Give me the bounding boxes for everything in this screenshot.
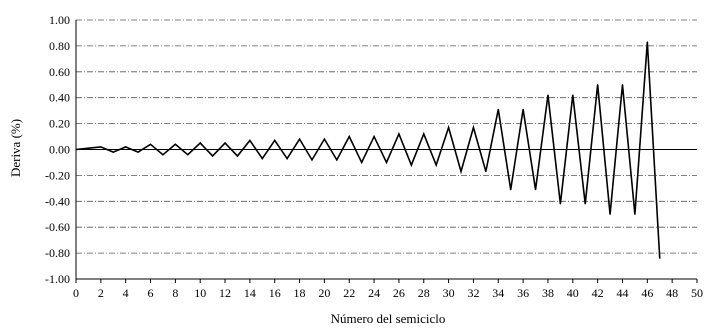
data-point: [311, 159, 313, 161]
data-point: [298, 138, 301, 140]
data-point: [460, 170, 462, 173]
y-tick-label: 0.00: [49, 143, 70, 157]
x-tick-label: 24: [368, 286, 380, 300]
data-point: [609, 213, 611, 215]
data-point: [621, 84, 624, 86]
x-tick-label: 10: [194, 286, 206, 300]
data-point: [174, 143, 176, 145]
data-point: [522, 108, 524, 110]
data-point: [547, 94, 549, 96]
data-point: [497, 108, 499, 110]
data-point: [448, 126, 450, 129]
data-point: [385, 161, 388, 164]
x-tick-label: 12: [219, 286, 231, 300]
data-point: [597, 84, 599, 86]
data-point: [336, 159, 338, 161]
data-point: [187, 154, 189, 156]
x-tick-label: 44: [616, 286, 628, 300]
data-point: [410, 164, 412, 166]
x-tick-label: 48: [666, 286, 678, 300]
x-tick-label: 16: [269, 286, 281, 300]
x-tick-label: 40: [567, 286, 579, 300]
data-point: [348, 135, 350, 138]
x-tick-label: 0: [73, 286, 79, 300]
x-tick-label: 26: [393, 286, 405, 300]
data-point: [100, 146, 102, 148]
y-tick-label: -0.60: [45, 220, 70, 234]
y-tick-label: 0.80: [49, 39, 70, 53]
data-point: [112, 151, 114, 153]
data-point: [423, 133, 425, 135]
data-point: [323, 138, 325, 140]
data-point: [485, 170, 487, 173]
axes: [75, 20, 698, 283]
data-point: [87, 147, 90, 149]
x-tick-label: 50: [691, 286, 703, 300]
data-point: [559, 203, 561, 205]
data-point: [572, 94, 574, 96]
x-tick-label: 14: [244, 286, 256, 300]
x-tick-label: 2: [98, 286, 104, 300]
data-point: [137, 151, 139, 153]
x-tick-label: 4: [123, 286, 129, 300]
x-tick-label: 34: [492, 286, 504, 300]
y-tick-label: 0.60: [49, 65, 70, 79]
x-tick-label: 28: [418, 286, 430, 300]
y-tick-label: 1.00: [49, 13, 70, 27]
y-tick-label: -0.20: [45, 168, 70, 182]
x-tick-label: 36: [517, 286, 529, 300]
data-point: [534, 189, 537, 191]
data-point: [472, 126, 475, 129]
data-point: [236, 155, 239, 157]
data-point: [149, 143, 152, 145]
gridlines: [76, 19, 697, 254]
data-point: [435, 164, 437, 166]
y-tick-labels: 1.00 0.80 0.60 0.40 0.20 0.00 -0.20 -0.40 -0.60 -…: [45, 13, 70, 286]
data-point: [224, 142, 226, 144]
x-tick-label: 42: [592, 286, 604, 300]
series-layer: [75, 41, 661, 259]
data-point: [212, 155, 214, 157]
x-axis-title: Número del semiciclo: [331, 311, 446, 326]
x-tick-label: 46: [641, 286, 653, 300]
x-tick-label: 32: [467, 286, 479, 300]
data-point: [659, 257, 661, 259]
data-point: [261, 157, 263, 160]
data-point: [286, 157, 288, 160]
data-point: [634, 213, 636, 215]
data-point: [75, 148, 77, 151]
x-tick-label: 30: [443, 286, 455, 300]
x-tick-labels: 0 2 4 6 8 10 12 14 16 18 20 22 24 26 28 30 32 34 36 38 40 42 4…: [73, 286, 703, 300]
data-point: [510, 189, 512, 191]
y-tick-label: 0.40: [49, 91, 70, 105]
x-tick-label: 6: [148, 286, 154, 300]
data-point: [162, 154, 164, 156]
data-point: [646, 41, 648, 43]
data-point: [274, 139, 276, 142]
y-tick-label: -0.40: [45, 194, 70, 208]
x-tick-label: 8: [172, 286, 178, 300]
x-tick-label: 20: [318, 286, 330, 300]
data-point: [361, 161, 363, 164]
y-tick-label: 0.20: [49, 117, 70, 131]
data-point: [249, 139, 251, 142]
data-point: [199, 142, 201, 144]
x-tick-label: 18: [294, 286, 306, 300]
data-point: [373, 135, 375, 138]
y-tick-label: -0.80: [45, 246, 70, 260]
y-axis-title: Deriva (%): [8, 119, 23, 177]
y-tick-label: -1.00: [45, 272, 70, 286]
series-line-0: [75, 41, 661, 259]
data-point: [584, 203, 586, 205]
data-point: [125, 146, 127, 148]
data-point: [398, 133, 400, 135]
x-tick-label: 22: [343, 286, 355, 300]
x-tick-label: 38: [542, 286, 554, 300]
